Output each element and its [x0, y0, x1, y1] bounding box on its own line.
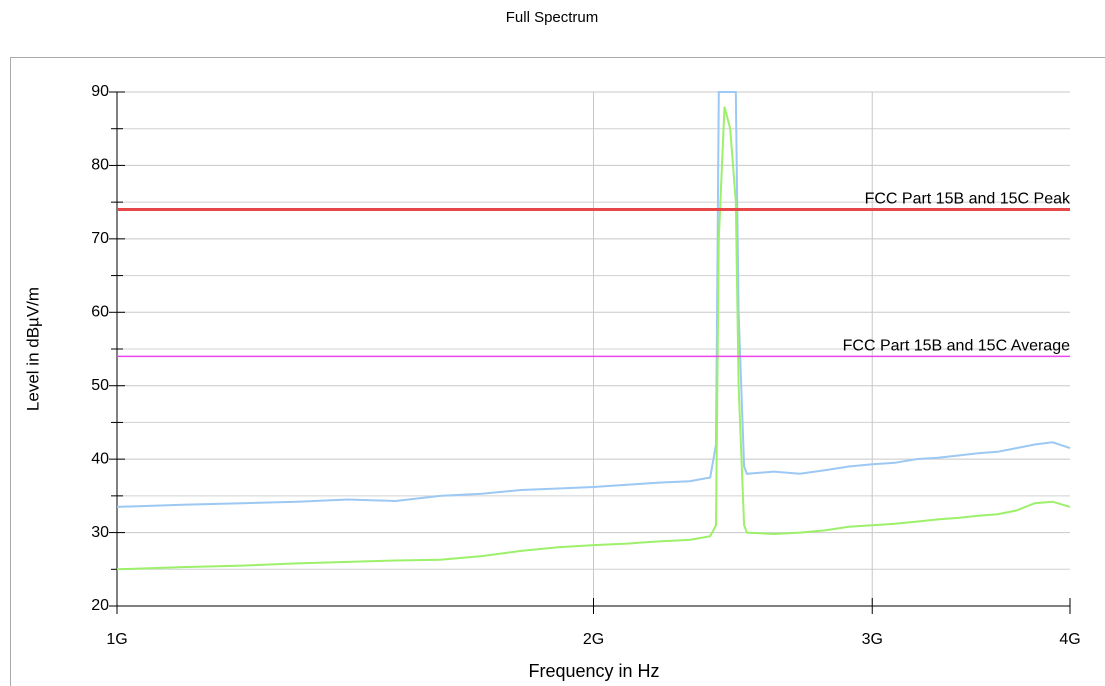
y-tick-label: 50 [91, 377, 109, 394]
y-tick-label: 90 [91, 83, 109, 100]
chart-frame [10, 57, 1105, 686]
chart-title: Full Spectrum [506, 9, 599, 26]
x-tick-label: 4G [1059, 631, 1080, 648]
spectrum-line [116, 106, 1071, 571]
y-tick-label: 40 [91, 450, 109, 467]
y-tick-label: 70 [91, 230, 109, 247]
limit-label: FCC Part 15B and 15C Average [843, 338, 1070, 355]
y-axis-label: Level in dBµV/m [23, 287, 42, 411]
y-tick-label: 20 [91, 597, 109, 614]
y-tick-label: 80 [91, 157, 109, 174]
spectrum-line [116, 91, 1071, 508]
y-tick-label: 60 [91, 304, 109, 321]
y-tick-label: 30 [91, 524, 109, 541]
x-tick-label: 1G [106, 631, 127, 648]
x-tick-label: 2G [583, 631, 604, 648]
x-axis-label: Frequency in Hz [528, 661, 659, 681]
x-tick-label: 3G [862, 631, 883, 648]
limit-label: FCC Part 15B and 15C Peak [865, 191, 1071, 208]
